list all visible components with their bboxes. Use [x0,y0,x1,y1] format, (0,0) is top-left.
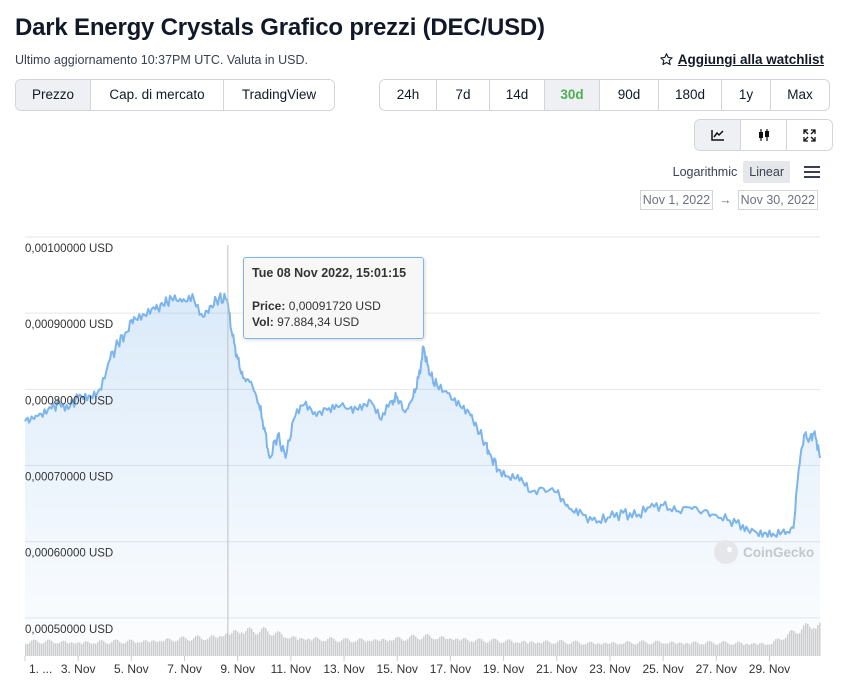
x-tick-label: 13. Nov [323,662,364,676]
x-tick-label: 7. Nov [167,662,202,676]
x-tick-label: 15. Nov [377,662,418,676]
tab-market-cap[interactable]: Cap. di mercato [91,80,224,110]
view-tabs: Prezzo Cap. di mercato TradingView [15,79,335,111]
watchlist-label: Aggiungi alla watchlist [677,52,824,67]
fullscreen-icon [803,128,816,142]
y-tick-label: 0,00100000 USD [25,243,113,255]
y-tick-label: 0,00090000 USD [25,319,113,331]
tab-price[interactable]: Prezzo [16,80,91,110]
price-line [24,292,821,538]
last-update-text: Ultimo aggiornamento 10:37PM UTC. Valuta… [15,53,308,67]
x-tick-label: 29. Nov [749,662,790,676]
tooltip-vol-label: Vol: [252,315,274,329]
x-tick-label: 11. Nov [271,662,311,676]
x-tick-label: 25. Nov [642,662,683,676]
tooltip-vol-value: 97.884,34 USD [277,315,360,329]
tooltip-date: Tue 08 Nov 2022, 15:01:15 [252,266,407,280]
add-to-watchlist-link[interactable]: Aggiungi alla watchlist [659,52,824,67]
tooltip-price-value: 0,00091720 USD [288,299,381,313]
period-7d[interactable]: 7d [437,80,490,110]
x-tick-label: 19. Nov [483,662,524,676]
y-tick-label: 0,00070000 USD [25,472,113,484]
period-24h[interactable]: 24h [380,80,437,110]
star-icon [659,53,673,66]
candlestick-button[interactable] [741,120,787,150]
line-chart-icon [710,130,724,141]
period-tabs: 24h 7d 14d 30d 90d 180d 1y Max [379,79,830,111]
period-1y[interactable]: 1y [722,80,771,110]
logarithmic-button[interactable]: Logarithmic [672,165,738,179]
period-max[interactable]: Max [771,80,829,110]
tooltip-price-row: Price: 0,00091720 USD [252,299,381,313]
price-tooltip: Tue 08 Nov 2022, 15:01:15 Price: 0,00091… [243,257,424,339]
tooltip-volume-row: Vol: 97.884,34 USD [252,315,359,329]
period-30d[interactable]: 30d [545,80,600,110]
x-tick-label: 17. Nov [430,662,471,676]
fullscreen-button[interactable] [787,120,832,150]
tooltip-price-label: Price: [252,299,286,313]
page-title: Dark Energy Crystals Grafico prezzi (DEC… [15,14,545,41]
scale-controls: Logarithmic Linear [673,161,820,183]
period-180d[interactable]: 180d [659,80,722,110]
arrow-icon: → [719,193,732,207]
watermark-text: CoinGecko [743,544,815,560]
coingecko-watermark: CoinGecko [714,540,814,564]
x-tick-label: 1. ... [29,662,52,676]
chart-type-toggle [694,119,833,151]
date-to-input[interactable]: Nov 30, 2022 [737,190,818,210]
y-tick-label: 0,00050000 USD [25,624,113,636]
period-90d[interactable]: 90d [600,80,659,110]
date-from-input[interactable]: Nov 1, 2022 [639,190,714,210]
x-tick-label: 5. Nov [114,662,149,676]
x-tick-label: 27. Nov [696,662,737,676]
x-tick-label: 9. Nov [220,662,255,676]
coingecko-logo-icon [714,540,738,564]
date-range: Nov 1, 2022 → Nov 30, 2022 [639,190,818,210]
tab-tradingview[interactable]: TradingView [224,80,334,110]
y-tick-label: 0,00080000 USD [25,395,113,407]
x-tick-label: 23. Nov [589,662,630,676]
hamburger-menu-icon[interactable] [804,163,820,181]
x-tick-label: 3. Nov [61,662,96,676]
period-14d[interactable]: 14d [490,80,545,110]
price-area [25,293,820,656]
y-tick-label: 0,00060000 USD [25,548,113,560]
price-chart[interactable]: 0,00100000 USD 0,00090000 USD 0,00080000 U… [0,225,842,683]
linear-button[interactable]: Linear [743,161,790,183]
line-chart-button[interactable] [695,120,741,150]
x-tick-label: 21. Nov [536,662,577,676]
candlestick-icon [758,129,769,141]
